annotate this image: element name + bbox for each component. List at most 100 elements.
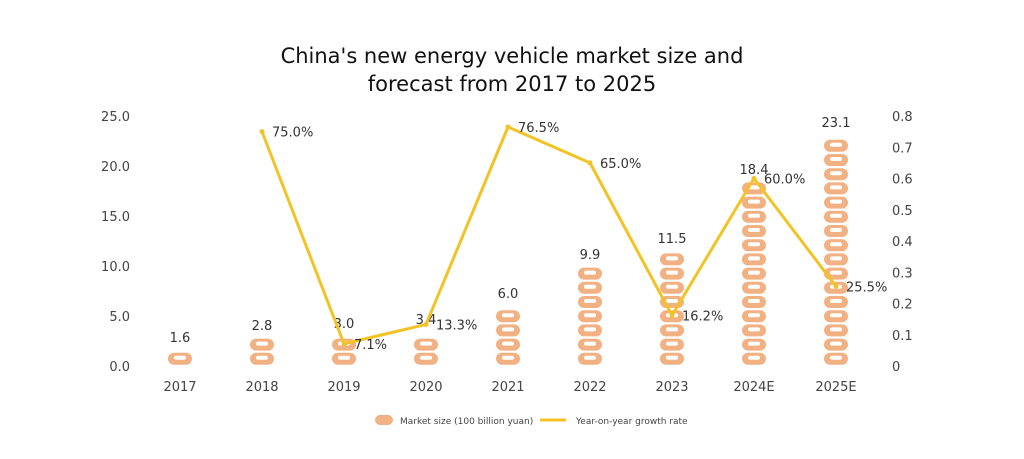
car-window-icon	[420, 341, 432, 346]
car-window-icon	[584, 284, 596, 289]
car-window-icon	[584, 341, 596, 346]
y-right-tick-label: 0.8	[892, 110, 913, 125]
growth-rate-point	[669, 312, 675, 318]
bar-value-label: 1.6	[170, 331, 191, 346]
growth-rate-point	[341, 341, 347, 347]
chart-title-line-2: forecast from 2017 to 2025	[367, 72, 657, 96]
car-window-icon	[666, 270, 678, 275]
y-right-tick-label: 0.1	[892, 329, 913, 344]
y-left-tick-label: 25.0	[101, 110, 130, 125]
legend-label-growth-rate: Year-on-year growth rate	[575, 417, 688, 427]
car-window-icon	[584, 355, 596, 360]
bar	[824, 139, 848, 365]
x-tick-label: 2020	[409, 380, 442, 395]
car-window-icon	[584, 299, 596, 303]
car-window-icon	[830, 341, 842, 346]
x-tick-label: 2022	[573, 380, 606, 395]
y-right-tick-label: 0.7	[892, 141, 913, 156]
car-window-icon	[666, 327, 678, 332]
y-left-tick-label: 0.0	[109, 360, 130, 375]
bar	[578, 267, 602, 365]
bar-value-label: 6.0	[498, 287, 519, 302]
car-window-icon	[748, 341, 760, 346]
growth-rate-point	[833, 283, 839, 289]
car-window-icon	[338, 355, 350, 360]
bar	[742, 182, 766, 365]
growth-rate-point	[751, 176, 757, 181]
bar-value-label: 11.5	[658, 232, 687, 247]
growth-rate-label: 13.3%	[436, 318, 477, 333]
car-window-icon	[666, 284, 678, 289]
car-window-icon	[830, 242, 842, 247]
car-window-icon	[502, 341, 514, 346]
y-left-tick-label: 10.0	[101, 260, 130, 275]
x-tick-label: 2019	[327, 380, 360, 395]
car-window-icon	[748, 327, 760, 332]
car-window-icon	[666, 355, 678, 360]
car-window-icon	[748, 313, 760, 318]
chart-title-line-1: China's new energy vehicle market size a…	[280, 44, 744, 68]
legend: Market size (100 billion yuan) Year-on-ye…	[375, 415, 688, 427]
growth-rate-label: 25.5%	[846, 280, 887, 295]
car-window-icon	[830, 270, 842, 275]
car-window-icon	[830, 213, 842, 218]
y-right-tick-label: 0.2	[892, 298, 913, 313]
car-window-icon	[584, 327, 596, 332]
car-window-icon	[174, 355, 186, 360]
car-window-icon	[502, 313, 514, 318]
car-window-icon	[830, 355, 842, 360]
car-window-icon	[830, 256, 842, 261]
car-window-icon	[502, 355, 514, 360]
car-window-icon	[666, 341, 678, 346]
growth-rate-point	[259, 129, 265, 135]
bar-value-label: 9.9	[580, 248, 601, 263]
bar	[250, 338, 274, 365]
car-window-icon	[748, 228, 760, 232]
growth-rate-point	[423, 321, 429, 327]
y-left-tick-label: 20.0	[101, 160, 130, 175]
bar	[168, 352, 192, 365]
bar	[660, 253, 684, 365]
growth-rate-label: 65.0%	[600, 157, 641, 172]
y-right-tick-label: 0	[892, 360, 900, 375]
x-tick-label: 2021	[491, 380, 524, 395]
y-right-tick-label: 0.3	[892, 266, 913, 281]
bar-value-label: 23.1	[822, 116, 851, 131]
growth-rate-label: 7.1%	[354, 338, 387, 353]
y-right-tick-label: 0.5	[892, 204, 913, 219]
car-window-icon	[666, 299, 678, 303]
x-tick-label: 2017	[163, 380, 196, 395]
car-window-icon	[830, 171, 842, 176]
legend-label-market-size: Market size (100 billion yuan)	[400, 417, 533, 427]
car-window-icon	[830, 299, 842, 303]
x-tick-label: 2025E	[815, 380, 856, 395]
car-window-icon	[256, 355, 268, 360]
growth-rate-point	[587, 160, 593, 166]
bar	[414, 338, 438, 365]
car-window-icon	[420, 355, 432, 360]
car-window-icon	[830, 228, 842, 232]
car-window-icon	[748, 299, 760, 303]
car-window-icon	[748, 256, 760, 261]
car-window-icon	[584, 313, 596, 318]
car-window-icon	[748, 213, 760, 218]
growth-rate-label: 76.5%	[518, 121, 559, 136]
legend-car-icon	[375, 415, 393, 425]
car-window-icon	[502, 327, 514, 332]
car-window-icon	[748, 242, 760, 247]
car-window-icon	[830, 185, 842, 190]
growth-rate-point	[505, 124, 511, 130]
car-window-icon	[748, 284, 760, 289]
car-window-icon	[666, 256, 678, 261]
x-tick-label: 2023	[655, 380, 688, 395]
car-window-icon	[830, 313, 842, 318]
car-window-icon	[830, 142, 842, 147]
bar	[496, 310, 520, 365]
y-right-tick-label: 0.6	[892, 173, 913, 188]
car-window-icon	[748, 355, 760, 360]
growth-rate-label: 75.0%	[272, 126, 313, 141]
chart-title: China's new energy vehicle market size a…	[0, 42, 1024, 98]
car-window-icon	[830, 157, 842, 161]
x-tick-label: 2018	[245, 380, 278, 395]
